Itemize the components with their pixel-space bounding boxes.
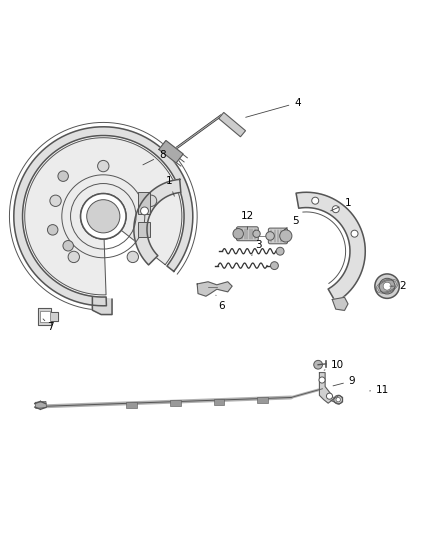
Text: 2: 2 (390, 281, 406, 291)
Circle shape (351, 230, 358, 237)
Polygon shape (92, 297, 112, 314)
Circle shape (379, 278, 395, 294)
Circle shape (271, 262, 279, 270)
Polygon shape (159, 141, 183, 163)
Text: 8: 8 (143, 150, 166, 165)
FancyBboxPatch shape (268, 228, 288, 244)
Text: 5: 5 (284, 216, 299, 230)
Text: 4: 4 (246, 98, 301, 117)
Circle shape (141, 207, 148, 215)
Polygon shape (296, 192, 365, 302)
Circle shape (280, 230, 292, 242)
Circle shape (233, 229, 244, 239)
Circle shape (332, 206, 339, 213)
Circle shape (276, 247, 284, 255)
Text: 11: 11 (370, 385, 389, 394)
Bar (39, 311, 50, 322)
Circle shape (383, 282, 391, 290)
Polygon shape (319, 373, 334, 403)
Bar (138, 222, 150, 237)
Bar (214, 399, 224, 405)
Polygon shape (14, 127, 193, 306)
Text: 1: 1 (331, 198, 351, 211)
Circle shape (253, 230, 260, 237)
Circle shape (266, 232, 274, 240)
Text: 9: 9 (333, 376, 356, 386)
Polygon shape (332, 297, 348, 310)
Circle shape (81, 193, 126, 239)
Polygon shape (331, 395, 343, 404)
Bar (138, 192, 150, 214)
Text: 10: 10 (324, 360, 343, 370)
Text: 3: 3 (252, 240, 261, 256)
Text: 1: 1 (166, 176, 174, 196)
Text: 12: 12 (241, 211, 254, 229)
Circle shape (87, 200, 120, 233)
Bar (258, 397, 268, 403)
Bar (35, 401, 46, 408)
Circle shape (68, 251, 79, 263)
Circle shape (127, 251, 138, 263)
Bar (127, 402, 137, 408)
Circle shape (326, 393, 332, 399)
Circle shape (319, 377, 325, 383)
Bar (170, 400, 180, 406)
Text: 6: 6 (216, 295, 225, 311)
Circle shape (58, 171, 68, 181)
Polygon shape (38, 308, 58, 326)
Circle shape (336, 398, 340, 402)
Circle shape (63, 240, 74, 251)
Polygon shape (197, 282, 232, 296)
Circle shape (375, 274, 399, 298)
Circle shape (145, 195, 157, 206)
Circle shape (98, 160, 109, 172)
Circle shape (334, 395, 343, 404)
Text: 7: 7 (43, 319, 54, 332)
Polygon shape (219, 112, 245, 137)
Circle shape (50, 195, 61, 206)
Circle shape (314, 360, 322, 369)
Circle shape (47, 224, 58, 235)
FancyBboxPatch shape (237, 227, 258, 241)
Circle shape (312, 197, 319, 204)
Polygon shape (25, 138, 182, 295)
Polygon shape (134, 180, 181, 265)
